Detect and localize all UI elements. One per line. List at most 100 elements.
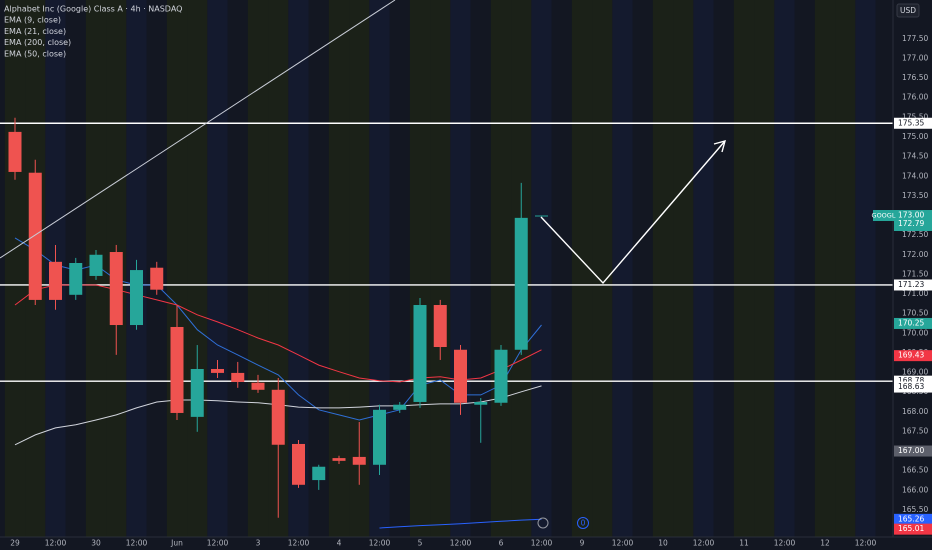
session-band	[450, 0, 471, 537]
y-tick-label: 170.00	[902, 328, 928, 337]
x-tick-label: 12:00	[126, 539, 148, 548]
x-tick-label: 5	[418, 539, 423, 548]
price-label-box	[894, 375, 932, 387]
session-band	[632, 0, 653, 537]
x-tick-label: 12:00	[855, 539, 877, 548]
candle-body	[109, 252, 123, 326]
session-band	[774, 0, 795, 537]
session-band	[551, 0, 572, 537]
y-tick-label: 175.00	[902, 132, 928, 141]
ema-line	[14, 237, 542, 421]
price-label: 169.43	[898, 351, 924, 360]
y-tick-label: 176.50	[902, 73, 928, 82]
x-tick-label: 29	[10, 539, 20, 548]
session-band	[247, 0, 269, 537]
session-band	[470, 0, 491, 537]
candle-body	[8, 131, 22, 172]
candle-body	[89, 254, 103, 276]
session-band	[794, 0, 815, 537]
currency[interactable]: USD	[900, 6, 916, 15]
y-tick-label: 170.50	[902, 309, 928, 318]
x-tick-label: 11	[739, 539, 749, 548]
trend-line	[0, 0, 396, 259]
plot-area	[0, 117, 893, 529]
session-band	[713, 0, 734, 537]
x-tick-label: 12:00	[288, 539, 310, 548]
candle-body	[49, 261, 62, 300]
candle-body	[535, 215, 548, 217]
currency-button[interactable]	[896, 3, 920, 18]
price-label: 165.01	[898, 524, 924, 533]
candle-body	[130, 270, 143, 326]
session-band	[673, 0, 694, 537]
session-band	[814, 0, 836, 537]
price-label-box	[894, 279, 932, 291]
y-tick-label: 166.00	[902, 485, 928, 494]
candle-body	[150, 267, 164, 290]
session-band	[855, 0, 876, 537]
price-label: 172.79	[898, 219, 924, 228]
y-tick-label: 174.00	[902, 171, 928, 180]
y-tick-label: 167.50	[902, 426, 928, 435]
x-tick-label: 12:00	[531, 539, 553, 548]
session-band	[612, 0, 633, 537]
legend-entry: EMA (200, close)	[4, 38, 71, 47]
x-tick-label: 12:00	[369, 539, 391, 548]
candle-body	[373, 409, 386, 465]
y-tick-label: 166.50	[902, 466, 928, 475]
price-label-box	[894, 117, 932, 129]
session-band	[207, 0, 228, 537]
session-band	[187, 0, 208, 537]
session-band	[409, 0, 431, 537]
session-band	[288, 0, 309, 537]
session-band	[754, 0, 775, 537]
session-band	[571, 0, 593, 537]
x-tick-label: 6	[499, 539, 504, 548]
price-label: 167.00	[898, 446, 924, 455]
candle-body	[251, 382, 265, 390]
session-band	[227, 0, 248, 537]
x-tick-label: 10	[658, 539, 668, 548]
y-tick-label: 177.50	[902, 34, 928, 43]
events-count[interactable]: 0	[581, 519, 586, 528]
session-band	[875, 0, 896, 537]
candle-body	[514, 217, 528, 350]
candle-body	[352, 456, 366, 465]
session-band	[369, 0, 390, 537]
candle-body	[292, 443, 305, 485]
price-label-box	[894, 218, 932, 230]
price-label-box	[894, 350, 932, 362]
session-band	[835, 0, 856, 537]
price-label-box	[894, 445, 932, 457]
candle-body	[190, 368, 204, 417]
candle-body	[433, 305, 447, 348]
candle-body	[28, 172, 42, 300]
price-label: 168.78	[898, 376, 924, 385]
candle-body	[494, 349, 508, 403]
projection-path	[540, 140, 726, 285]
x-tick-label: 3	[256, 539, 261, 548]
symbol-tag-box	[873, 210, 894, 222]
x-tick-label: 9	[580, 539, 585, 548]
axis-labels: 165.50 166.00 166.50 167.00 167.50 168.00 168.…	[10, 34, 932, 548]
price-label-box	[894, 317, 932, 329]
legend-entry: EMA (50, close)	[4, 49, 66, 58]
session-band	[4, 0, 26, 537]
session-band	[430, 0, 451, 537]
candle-body	[211, 368, 224, 373]
session-band	[652, 0, 674, 537]
candle-body	[312, 466, 326, 481]
session-bands	[4, 0, 896, 537]
y-tick-label: 169.00	[902, 368, 928, 377]
price-label: 168.63	[898, 382, 924, 391]
event-icon[interactable]	[537, 517, 549, 529]
candle-body	[271, 389, 285, 445]
events-badge[interactable]	[577, 517, 589, 529]
y-tick-label: 177.00	[902, 53, 928, 62]
y-tick-label: 174.50	[902, 152, 928, 161]
x-tick-label: 12:00	[774, 539, 796, 548]
session-band	[490, 0, 512, 537]
x-tick-label: 12:00	[207, 539, 229, 548]
y-tick-label: 165.50	[902, 505, 928, 514]
candle-body	[170, 326, 184, 413]
